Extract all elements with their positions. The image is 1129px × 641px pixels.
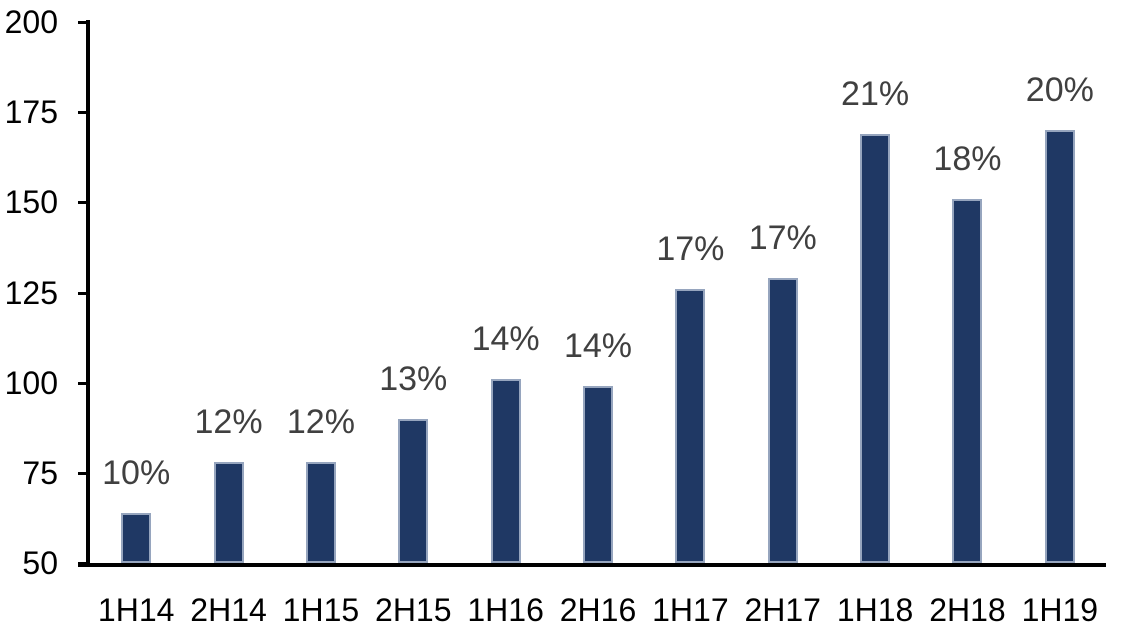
y-axis-tick-label: 175: [4, 94, 58, 131]
x-axis-label-1H14: 1H14: [97, 592, 175, 628]
x-axis-label-2H16: 2H16: [559, 592, 637, 628]
bar-1H17: [675, 288, 706, 563]
bar-1H16: [490, 379, 521, 563]
x-axis-label-2H17: 2H17: [744, 592, 821, 628]
y-axis-tick-label: 75: [22, 454, 58, 491]
bar-value-label: 12%: [194, 403, 263, 441]
bar-1H15: [305, 462, 336, 563]
x-axis-label-2H18: 2H18: [929, 592, 1006, 628]
x-axis-label-2H14: 2H14: [190, 592, 267, 628]
bar-1H19: [1044, 130, 1075, 563]
y-axis-tick-label: 125: [4, 274, 58, 311]
bar-value-label: 20%: [1025, 71, 1094, 110]
bar-value-label: 10%: [102, 453, 171, 492]
x-axis-label-2H15: 2H15: [375, 592, 452, 628]
bar-2H16: [583, 386, 613, 563]
x-axis-label-1H18: 1H18: [836, 592, 914, 628]
x-axis-label-1H16: 1H16: [467, 592, 544, 628]
bar-value-label: 13%: [379, 359, 448, 398]
x-axis-label-1H17: 1H17: [652, 592, 729, 628]
y-axis-tick-label: 150: [4, 184, 58, 221]
bar-2H17: [767, 278, 798, 563]
bar-value-label: 17%: [656, 229, 725, 268]
bar-2H18: [952, 198, 983, 563]
bar-value-label: 14%: [471, 320, 540, 359]
bar-1H14: [121, 512, 152, 563]
y-axis-tick-mark: [78, 201, 87, 205]
bar-value-label: 18%: [933, 139, 1002, 178]
y-axis-tick-mark: [78, 291, 87, 295]
y-axis-tick-label: 200: [4, 4, 58, 40]
y-axis-tick-mark: [78, 111, 87, 115]
y-axis-tick-mark: [78, 381, 87, 385]
x-axis-label-1H19: 1H19: [1021, 592, 1099, 628]
bar-2H14: [213, 462, 244, 563]
bar-2H15: [398, 418, 429, 563]
bar-value-label: 17%: [748, 219, 817, 258]
x-axis-label-1H15: 1H15: [282, 592, 360, 628]
y-axis-tick-mark: [78, 21, 87, 24]
bar-1H18: [860, 133, 891, 563]
bar-value-label: 14%: [563, 327, 633, 366]
y-axis-tick-mark: [78, 471, 87, 475]
bar-value-label: 21%: [841, 74, 910, 113]
y-axis-line: [86, 20, 90, 567]
x-axis-line: [78, 563, 1106, 567]
bar-value-label: 12%: [286, 403, 355, 441]
y-axis-tick-label: 100: [4, 364, 58, 401]
y-axis-tick-label: 50: [22, 545, 58, 581]
